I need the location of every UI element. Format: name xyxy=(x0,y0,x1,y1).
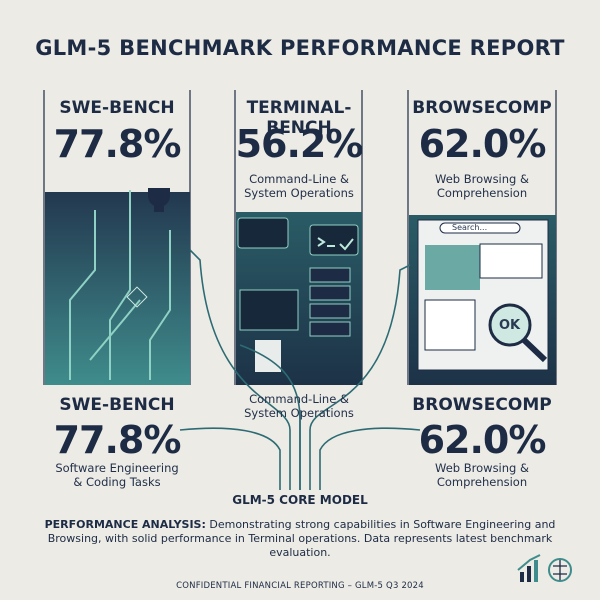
core-model-label: GLM-5 CORE MODEL xyxy=(232,493,368,507)
ok-button: OK xyxy=(499,318,521,333)
arrows xyxy=(69,190,171,380)
search-placeholder: Search... xyxy=(452,223,488,232)
page-card xyxy=(424,299,476,351)
analysis-text: Demonstrating strong capabilities in Sof… xyxy=(47,518,556,559)
magnifier xyxy=(521,337,548,363)
page-card xyxy=(425,245,480,290)
flow-arrows xyxy=(179,249,421,490)
benchmark-score: 62.0% xyxy=(418,418,547,462)
benchmark-score: 62.0% xyxy=(418,122,547,166)
code-panel xyxy=(45,192,190,385)
analysis: PERFORMANCE ANALYSIS: Demonstrating stro… xyxy=(22,518,578,560)
magnifier xyxy=(488,303,532,347)
search-bar xyxy=(439,222,521,234)
page-card xyxy=(479,243,543,279)
terminal-window xyxy=(239,289,299,331)
trophy xyxy=(148,188,170,212)
benchmark-description: Software Engineering & Coding Tasks xyxy=(55,461,179,489)
benchmark-name: SWE-BENCH xyxy=(59,98,175,118)
benchmark-name: SWE-BENCH xyxy=(59,395,175,415)
benchmark-name: BROWSECOMP xyxy=(412,395,552,415)
footer: CONFIDENTIAL FINANCIAL REPORTING – GLM-5… xyxy=(176,581,424,591)
benchmark-score: 77.8% xyxy=(53,122,182,166)
servers xyxy=(309,267,351,337)
terminal-window xyxy=(237,217,289,249)
benchmark-name: BROWSECOMP xyxy=(412,98,552,118)
benchmark-score: 77.8% xyxy=(53,418,182,462)
benchmark-name: TERMINAL-BENCH xyxy=(246,98,352,138)
benchmark-description: Web Browsing & Comprehension xyxy=(435,461,529,489)
benchmark-score: 56.2% xyxy=(235,122,364,166)
benchmark-description: Command-Line & System Operations xyxy=(244,392,354,420)
node xyxy=(126,286,148,308)
prompt-icon xyxy=(317,237,354,251)
footer-icons xyxy=(517,554,572,582)
title: GLM-5 BENCHMARK PERFORMANCE REPORT xyxy=(35,36,565,60)
terminal-window xyxy=(309,224,359,256)
document xyxy=(255,340,281,372)
benchmark-description: Command-Line & System Operations xyxy=(244,172,354,200)
analysis-label: PERFORMANCE ANALYSIS: xyxy=(44,518,206,531)
benchmark-description: Web Browsing & Comprehension xyxy=(435,172,529,200)
